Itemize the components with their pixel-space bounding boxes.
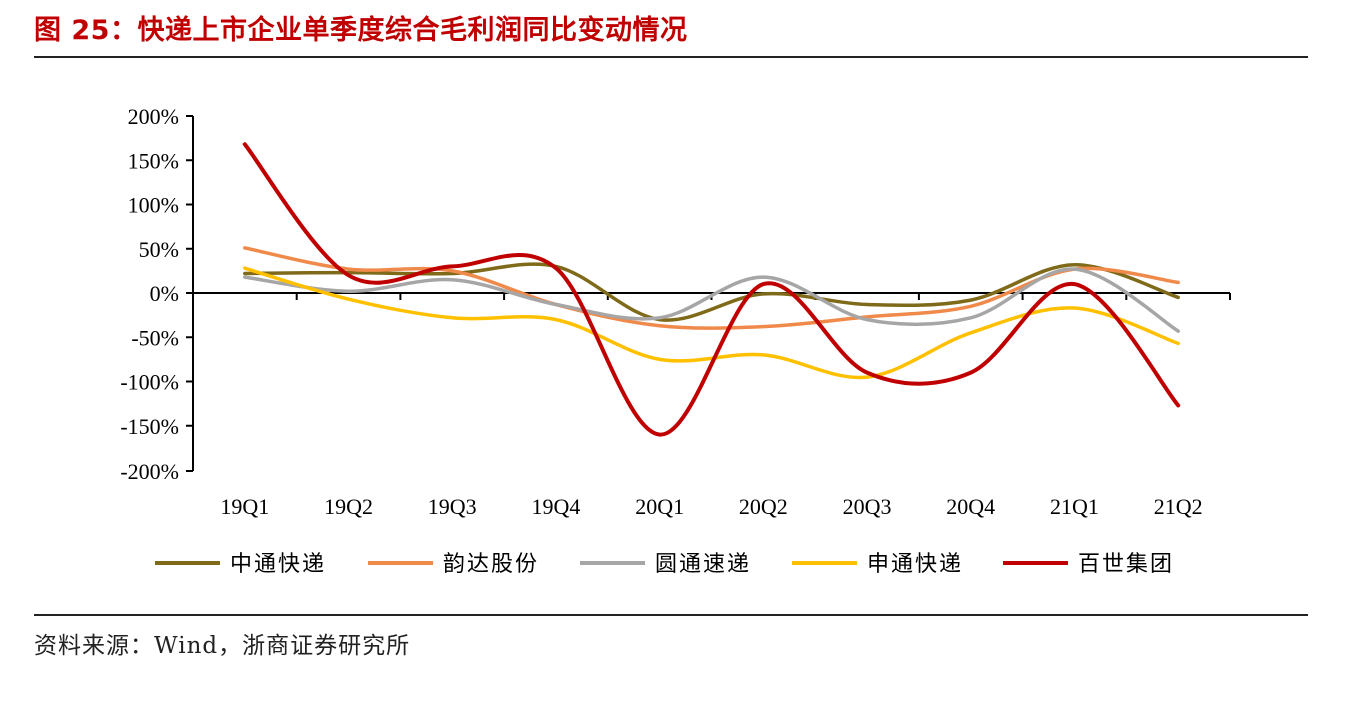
title-rule [34, 56, 1308, 58]
series-line-4 [243, 266, 1180, 380]
x-tick-label: 21Q1 [1050, 494, 1099, 519]
x-axis: 19Q1 19Q2 19Q3 19Q4 20Q1 20Q2 20Q3 20Q4 21Q1 21Q2 [192, 292, 1231, 519]
series-line-2 [243, 246, 1180, 330]
legend-label: 申通快递 [867, 552, 963, 577]
x-tick-label: 20Q3 [843, 494, 892, 519]
x-tick-label: 20Q4 [946, 494, 995, 519]
series-line-1 [243, 262, 1180, 322]
y-tick-label: -150% [120, 414, 179, 439]
y-tick-label: -200% [120, 459, 179, 484]
x-tick-label: 20Q1 [635, 494, 684, 519]
line-chart: 200% 150% 100% 50% 0% -50% -100% -150% -200% 19Q… [120, 104, 1231, 577]
legend-label: 百世集团 [1078, 552, 1174, 577]
y-tick-label: 0% [150, 281, 179, 306]
series-line-5 [242, 142, 1181, 437]
y-tick-label: 200% [128, 104, 179, 129]
figure-title: 图 25：快递上市企业单季度综合毛利润同比变动情况 [34, 15, 688, 46]
legend-label: 韵达股份 [443, 552, 539, 577]
y-tick-label: -100% [120, 370, 179, 395]
series-lines [242, 142, 1181, 437]
x-tick-label: 19Q2 [324, 494, 373, 519]
y-tick-label: 150% [128, 148, 179, 173]
series-line-3 [243, 267, 1180, 333]
x-tick-label: 20Q2 [739, 494, 788, 519]
x-tick-label: 19Q1 [220, 494, 269, 519]
legend-label: 中通快递 [230, 552, 326, 577]
x-tick-label: 19Q3 [428, 494, 477, 519]
source-note: 资料来源：Wind，浙商证券研究所 [34, 633, 411, 659]
legend: 中通快递 韵达股份 圆通速递 申通快递 百世集团 [155, 552, 1174, 577]
y-axis: 200% 150% 100% 50% 0% -50% -100% -150% -200% [120, 104, 194, 484]
y-tick-label: 50% [139, 237, 179, 262]
y-tick-label: 100% [128, 193, 179, 218]
legend-label: 圆通速递 [655, 552, 751, 577]
y-tick-label: -50% [131, 325, 179, 350]
source-rule [34, 614, 1308, 616]
x-tick-label: 21Q2 [1154, 494, 1203, 519]
x-tick-label: 19Q4 [532, 494, 581, 519]
